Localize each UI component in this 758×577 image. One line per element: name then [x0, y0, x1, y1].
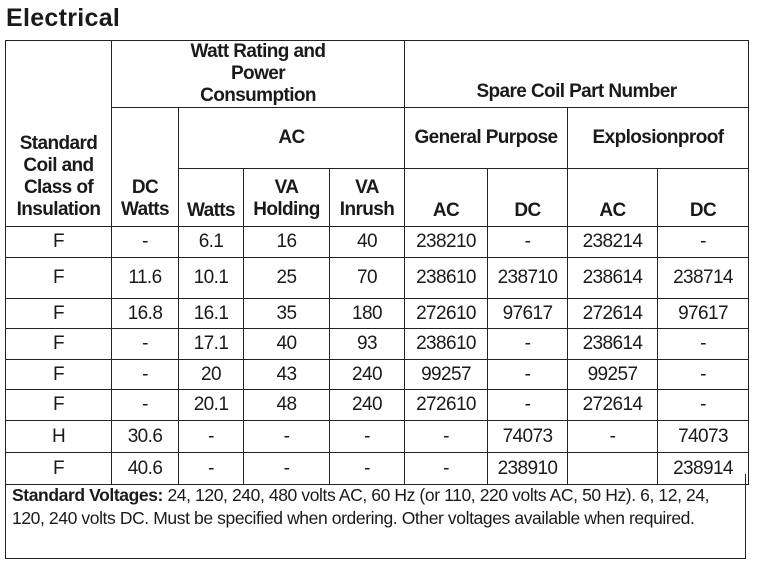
table-cell: -: [111, 389, 179, 421]
table-cell: -: [487, 359, 568, 390]
table-row: F -20.1 48 240 272610-272614-: [5, 389, 749, 421]
table-cell: -: [329, 452, 405, 485]
table-cell: -: [178, 420, 244, 453]
table-cell: 40: [329, 226, 405, 258]
table-cell: 272610: [404, 298, 488, 329]
table-cell: 97617: [657, 298, 749, 329]
table-row: F 11.6 10.1 25 70 238610 238710 238614 238714: [5, 257, 749, 299]
table-cell: 43: [243, 359, 330, 390]
table-cell: 238610: [404, 257, 488, 299]
table-cell: 93: [329, 328, 405, 360]
table-cell: -: [111, 226, 179, 258]
table-cell: 10.1: [178, 257, 244, 299]
table-cell: -: [487, 389, 568, 421]
table-row: H 30.6- - - -74073-74073: [5, 420, 749, 453]
header-ep-ac: AC: [567, 168, 658, 227]
standard-voltages-note: Standard Voltages: 24, 120, 240, 480 vol…: [5, 474, 746, 559]
table-cell: [567, 452, 658, 485]
table-cell: 48: [243, 389, 330, 421]
table-cell: 20.1: [178, 389, 244, 421]
table-row: F 40.6- - - -238910 238914: [5, 452, 749, 485]
table-row: F -17.1 40 93 238610-238614-: [5, 328, 749, 360]
table-cell: 272610: [404, 389, 488, 421]
table-cell: 16.1: [178, 298, 244, 329]
table-cell: 180: [329, 298, 405, 329]
table-cell: 238714: [657, 257, 749, 299]
table-row: F 16.8 16.1 35 180 272610 97617 272614 97617: [5, 298, 749, 329]
table-cell: 74073: [487, 420, 568, 453]
table-cell: F: [5, 257, 112, 299]
table-cell: 238214: [567, 226, 658, 258]
table-cell: -: [487, 226, 568, 258]
table-cell: 16: [243, 226, 330, 258]
table-cell: 240: [329, 389, 405, 421]
table-cell: F: [5, 298, 112, 329]
table-row: F -20 43 240 99257-99257-: [5, 359, 749, 390]
header-coil-class: Standard Coil and Class of Insulation: [5, 40, 112, 227]
table-cell: -: [111, 359, 179, 390]
table-cell: 238210: [404, 226, 488, 258]
note-text: 24, 120, 240, 480 volts AC, 60 Hz (or 11…: [12, 485, 710, 528]
table-cell: 238910: [487, 452, 568, 485]
table-cell: 238610: [404, 328, 488, 360]
header-explosionproof: Explosionproof: [567, 107, 749, 169]
table-row: F -6.1 16 40 238210-238214-: [5, 226, 749, 258]
table-cell: -: [657, 328, 749, 360]
table-cell: 16.8: [111, 298, 179, 329]
table-cell: 238614: [567, 328, 658, 360]
table-cell: 20: [178, 359, 244, 390]
table-cell: 99257: [567, 359, 658, 390]
table-cell: 70: [329, 257, 405, 299]
header-spare-coil: Spare Coil Part Number: [404, 40, 749, 108]
table-cell: 30.6: [111, 420, 179, 453]
header-watts: Watts: [178, 168, 244, 227]
header-general-purpose: General Purpose: [404, 107, 568, 169]
table-cell: 17.1: [178, 328, 244, 360]
header-ac: AC: [178, 107, 405, 169]
table-cell: 99257: [404, 359, 488, 390]
header-dc-watts: DC Watts: [111, 107, 179, 227]
table-cell: F: [5, 226, 112, 258]
section-title: Electrical: [6, 4, 121, 32]
table-cell: F: [5, 389, 112, 421]
table-cell: -: [567, 420, 658, 453]
table-cell: 35: [243, 298, 330, 329]
header-gp-ac: AC: [404, 168, 488, 227]
table-cell: -: [243, 452, 330, 485]
table-cell: -: [111, 328, 179, 360]
table-cell: H: [5, 420, 112, 453]
header-watt-rating: Watt Rating and Power Consumption: [111, 40, 405, 108]
table-cell: 97617: [487, 298, 568, 329]
table-cell: 272614: [567, 298, 658, 329]
table-cell: 238614: [567, 257, 658, 299]
header-gp-dc: DC: [487, 168, 568, 227]
header-ep-dc: DC: [657, 168, 749, 227]
table-cell: 240: [329, 359, 405, 390]
electrical-table: Standard Coil and Class of Insulation Wa…: [5, 40, 749, 485]
table-cell: -: [657, 359, 749, 390]
header-va-holding: VA Holding: [243, 168, 330, 227]
table-cell: 40: [243, 328, 330, 360]
table-cell: 11.6: [111, 257, 179, 299]
table-cell: F: [5, 328, 112, 360]
table-cell: -: [487, 328, 568, 360]
note-label: Standard Voltages:: [12, 485, 163, 505]
table-cell: -: [657, 389, 749, 421]
table-cell: 25: [243, 257, 330, 299]
table-cell: 6.1: [178, 226, 244, 258]
table-cell: -: [243, 420, 330, 453]
table-cell: 238914: [657, 452, 749, 485]
table-cell: F: [5, 359, 112, 390]
table-cell: -: [404, 452, 488, 485]
table-cell: -: [657, 226, 749, 258]
table-cell: 272614: [567, 389, 658, 421]
table-cell: -: [404, 420, 488, 453]
header-va-inrush: VA Inrush: [329, 168, 405, 227]
table-cell: 74073: [657, 420, 749, 453]
table-cell: 238710: [487, 257, 568, 299]
table-cell: F: [5, 452, 112, 485]
table-cell: -: [329, 420, 405, 453]
